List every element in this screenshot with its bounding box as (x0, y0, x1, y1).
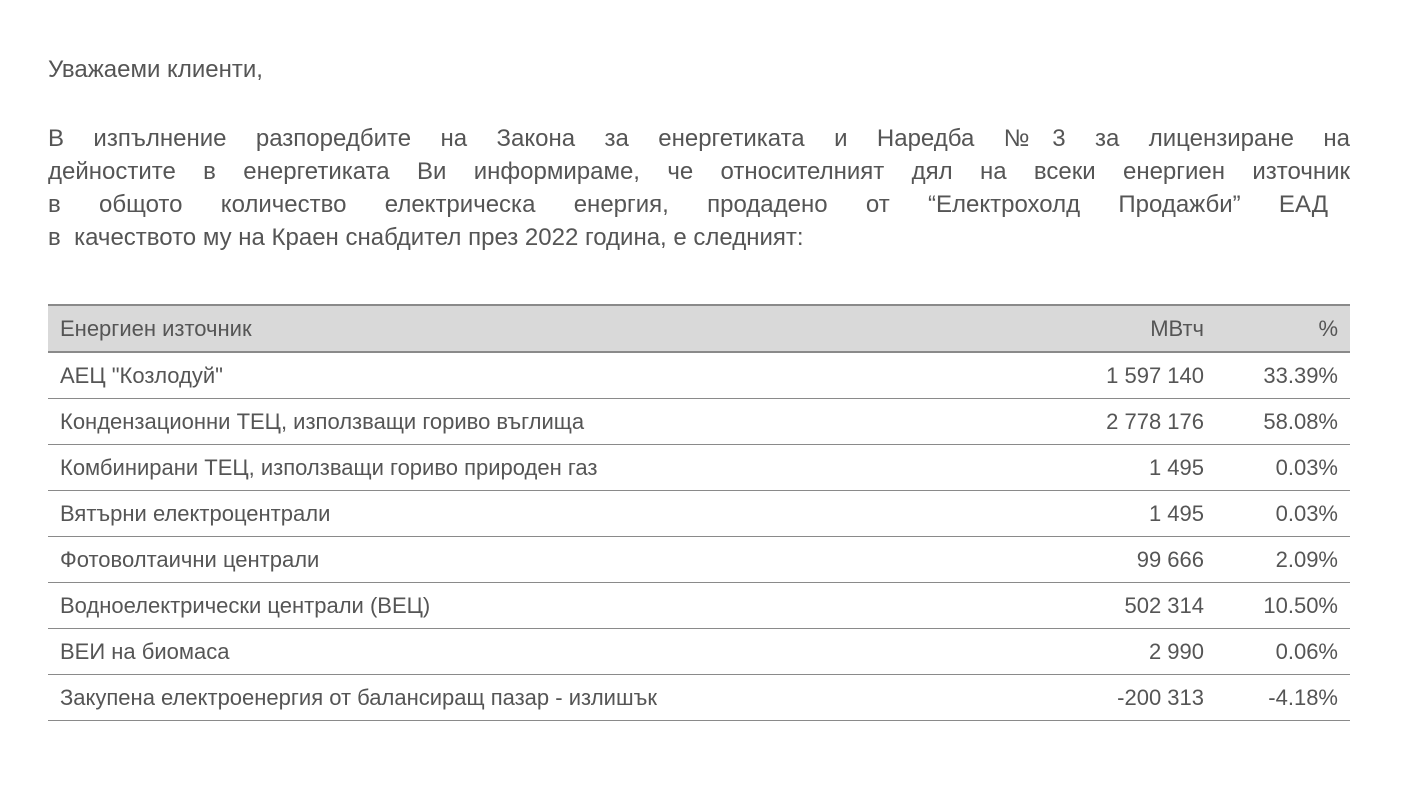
cell-percent: 0.06% (1216, 628, 1350, 675)
header-percent: % (1216, 304, 1350, 353)
cell-mwh: 99 666 (992, 536, 1216, 583)
paragraph-line: в качеството му на Краен снабдител през … (48, 224, 804, 251)
intro-paragraph: В изпълнение разпоредбите на Закона за е… (48, 122, 1350, 254)
cell-percent: 58.08% (1216, 398, 1350, 445)
greeting: Уважаеми клиенти, (48, 56, 263, 83)
cell-percent: 10.50% (1216, 582, 1350, 629)
table-row: Вятърни електроцентрали 1 495 0.03% (48, 490, 1350, 537)
header-source: Енергиен източник (48, 304, 992, 353)
cell-mwh: 2 778 176 (992, 398, 1216, 445)
cell-percent: 0.03% (1216, 490, 1350, 537)
cell-percent: 2.09% (1216, 536, 1350, 583)
table-row: Закупена електроенергия от балансиращ па… (48, 674, 1350, 721)
energy-sources-table: Енергиен източник МВтч % АЕЦ "Козлодуй" 1… (48, 304, 1350, 721)
cell-source: Кондензационни ТЕЦ, използващи гориво въ… (48, 398, 992, 445)
table-row: Комбинирани ТЕЦ, използващи гориво приро… (48, 444, 1350, 491)
cell-source: Фотоволтаични централи (48, 536, 992, 583)
cell-source: Комбинирани ТЕЦ, използващи гориво приро… (48, 444, 992, 491)
cell-source: ВЕИ на биомаса (48, 628, 992, 675)
table-row: ВЕИ на биомаса 2 990 0.06% (48, 628, 1350, 675)
cell-percent: -4.18% (1216, 674, 1350, 721)
paragraph-line: дейностите в енергетиката Ви информираме… (48, 158, 1350, 185)
cell-mwh: 1 495 (992, 444, 1216, 491)
table-row: АЕЦ "Козлодуй" 1 597 140 33.39% (48, 352, 1350, 399)
cell-source: Водноелектрически централи (ВЕЦ) (48, 582, 992, 629)
header-mwh: МВтч (992, 304, 1216, 353)
table-row: Водноелектрически централи (ВЕЦ) 502 314 1… (48, 582, 1350, 629)
table-row: Кондензационни ТЕЦ, използващи гориво въ… (48, 398, 1350, 445)
cell-mwh: 1 495 (992, 490, 1216, 537)
cell-source: Закупена електроенергия от балансиращ па… (48, 674, 992, 721)
table-header-row: Енергиен източник МВтч % (48, 304, 1350, 353)
paragraph-line: В изпълнение разпоредбите на Закона за е… (48, 125, 1350, 152)
cell-mwh: -200 313 (992, 674, 1216, 721)
cell-percent: 0.03% (1216, 444, 1350, 491)
cell-mwh: 1 597 140 (992, 352, 1216, 399)
table-row: Фотоволтаични централи 99 666 2.09% (48, 536, 1350, 583)
cell-source: Вятърни електроцентрали (48, 490, 992, 537)
paragraph-line: в общото количество електрическа енергия… (48, 191, 1328, 218)
cell-mwh: 502 314 (992, 582, 1216, 629)
cell-mwh: 2 990 (992, 628, 1216, 675)
cell-percent: 33.39% (1216, 352, 1350, 399)
cell-source: АЕЦ "Козлодуй" (48, 352, 992, 399)
